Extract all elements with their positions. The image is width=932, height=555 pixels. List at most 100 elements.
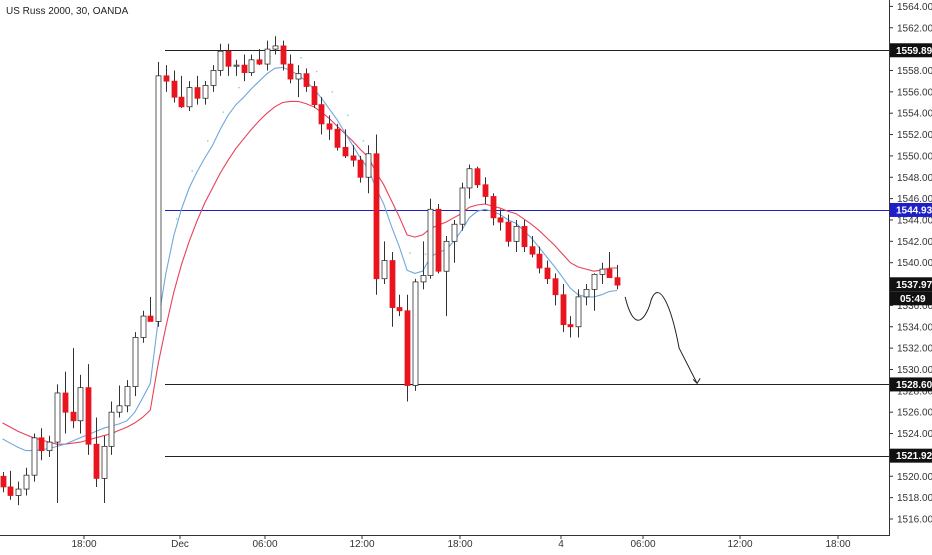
candle[interactable] — [233, 59, 240, 76]
candle[interactable] — [544, 260, 551, 285]
candle[interactable] — [334, 123, 341, 151]
candle[interactable] — [0, 471, 7, 493]
candle[interactable] — [311, 81, 318, 108]
candle[interactable] — [54, 384, 61, 503]
candle[interactable] — [295, 65, 302, 98]
candle[interactable] — [155, 61, 162, 327]
candle[interactable] — [147, 296, 154, 322]
candle[interactable] — [459, 182, 466, 231]
candle[interactable] — [497, 209, 504, 231]
candle[interactable] — [46, 435, 53, 458]
candle-body-up — [591, 274, 598, 290]
candle[interactable] — [482, 177, 489, 204]
candle[interactable] — [529, 235, 536, 258]
candle[interactable] — [350, 145, 357, 167]
candle[interactable] — [31, 433, 38, 482]
candle[interactable] — [404, 294, 411, 402]
candle[interactable] — [521, 219, 528, 253]
price-axis[interactable]: 1516.0001518.0001520.0001522.0001524.000… — [889, 2, 932, 526]
level-price-label-bg — [890, 202, 932, 217]
candle[interactable] — [389, 252, 396, 327]
candle[interactable] — [272, 36, 279, 55]
candle[interactable] — [85, 364, 92, 455]
candle[interactable] — [567, 316, 574, 338]
candle-body-up — [443, 240, 450, 272]
candle[interactable] — [101, 435, 108, 503]
candle[interactable] — [490, 193, 497, 226]
candle[interactable] — [77, 374, 84, 434]
candle[interactable] — [505, 214, 512, 247]
candle[interactable] — [23, 467, 30, 496]
candle[interactable] — [287, 54, 294, 84]
candle[interactable] — [536, 246, 543, 274]
candle[interactable] — [396, 294, 403, 317]
candle[interactable] — [357, 155, 364, 183]
candle[interactable] — [373, 134, 380, 295]
candle[interactable] — [194, 75, 201, 105]
x-tick-label: 18:00 — [71, 539, 96, 550]
candle[interactable] — [62, 371, 69, 434]
candle[interactable] — [124, 380, 131, 413]
candle[interactable] — [163, 65, 170, 92]
candle-body-up — [202, 85, 209, 99]
candle[interactable] — [342, 129, 349, 159]
candle[interactable] — [326, 115, 333, 140]
candle[interactable] — [210, 65, 217, 92]
candle[interactable] — [108, 401, 115, 455]
candle[interactable] — [365, 145, 372, 194]
candle[interactable] — [420, 241, 427, 290]
y-tick-label: 1540.000 — [897, 258, 932, 269]
candle-body-down — [606, 268, 613, 279]
candle[interactable] — [7, 470, 14, 500]
candle[interactable] — [318, 97, 325, 135]
candle-body-up — [381, 260, 388, 280]
candle[interactable] — [140, 310, 147, 343]
candle[interactable] — [591, 273, 598, 311]
candle[interactable] — [264, 40, 271, 71]
candle[interactable] — [560, 284, 567, 333]
candle[interactable] — [412, 278, 419, 391]
candle[interactable] — [178, 75, 185, 108]
candle[interactable] — [248, 54, 255, 76]
candle[interactable] — [599, 262, 606, 285]
candle[interactable] — [38, 428, 45, 461]
last-price-label: 1537.978 — [896, 280, 932, 291]
candle[interactable] — [15, 481, 22, 506]
candle[interactable] — [451, 219, 458, 263]
candle[interactable] — [256, 49, 263, 66]
candle[interactable] — [575, 289, 582, 338]
candle[interactable] — [583, 284, 590, 306]
y-tick-label: 1534.000 — [897, 322, 932, 333]
candle[interactable] — [303, 68, 310, 92]
candle[interactable] — [70, 348, 77, 429]
candle[interactable] — [466, 164, 473, 199]
candle[interactable] — [435, 203, 442, 274]
candle[interactable] — [186, 81, 193, 112]
candle[interactable] — [280, 40, 287, 71]
candle[interactable] — [606, 252, 613, 279]
candle[interactable] — [241, 54, 248, 82]
candle[interactable] — [217, 43, 224, 76]
candle[interactable] — [116, 385, 123, 418]
candle[interactable] — [552, 273, 559, 306]
x-tick-label: 06:00 — [630, 539, 655, 550]
time-axis[interactable]: 18:00 Dec 06:00 12:00 18:00 4 06:00 12:00 18:00 — [71, 535, 851, 550]
candle[interactable] — [202, 81, 209, 105]
candle[interactable] — [381, 241, 388, 285]
candle[interactable] — [427, 198, 434, 279]
candle-body-down — [435, 208, 442, 272]
forecast-projection-path[interactable] — [624, 292, 698, 384]
level-price-label: 1521.929 — [896, 451, 932, 462]
candle[interactable] — [443, 235, 450, 317]
candle[interactable] — [513, 219, 520, 253]
candle[interactable] — [132, 332, 139, 397]
x-tick-label: 12:00 — [349, 539, 374, 550]
candle[interactable] — [93, 417, 100, 487]
candle[interactable] — [474, 166, 481, 188]
candle[interactable] — [225, 43, 232, 76]
candle[interactable] — [171, 70, 178, 103]
candle-body-down — [318, 104, 325, 125]
candle[interactable] — [614, 264, 621, 290]
